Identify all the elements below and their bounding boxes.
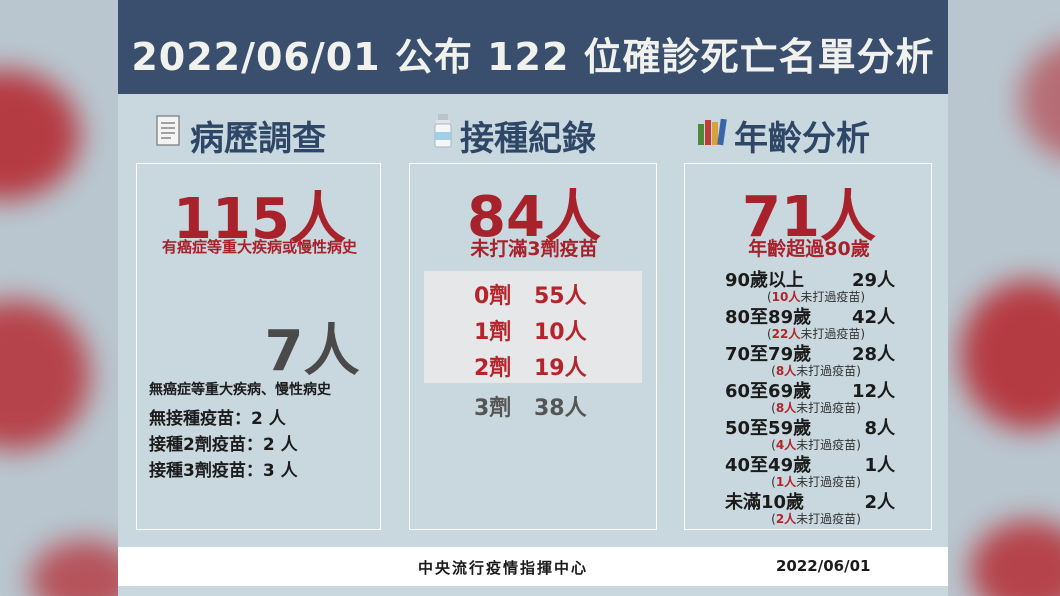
panel-history: 115人 有癌症等重大疾病或慢性病史 7人 無癌症等重大疾病、慢性病史 無接種疫…	[136, 163, 381, 530]
unvaccinated-highlight	[424, 271, 642, 383]
dose-1-count: 10人	[534, 320, 587, 345]
page-title: 2022/06/01 公布 122 位確診死亡名單分析	[131, 35, 935, 79]
age-group-label: 50至59歲	[725, 418, 812, 439]
age-group-row: 40至49歲 1人	[725, 451, 895, 477]
history-second-count: 7人	[264, 319, 360, 384]
document-icon	[154, 114, 184, 157]
age-group-row: 未滿10歲 2人	[725, 488, 895, 514]
age-main-desc: 年齡超過80歲	[748, 238, 870, 260]
footer-bar: 中央流行疫情指揮中心 2022/06/01	[118, 547, 948, 586]
age-main-count: 71人	[742, 185, 876, 250]
section-title-history-label: 病歷調查	[190, 118, 326, 159]
age-group-row: 60至69歲 12人	[725, 377, 895, 403]
history-line-two-doses: 接種2劑疫苗：2 人	[149, 435, 298, 455]
age-group-count: 28人	[851, 344, 895, 365]
age-group-label: 60至69歲	[725, 381, 812, 402]
dose-3-label: 3劑	[474, 396, 512, 421]
age-group-row: 80至89歲 42人	[725, 303, 895, 329]
books-icon	[696, 115, 728, 156]
dose-0-label: 0劑	[474, 284, 512, 309]
history-second-desc: 無癌症等重大疾病、慢性病史	[149, 382, 331, 398]
history-main-desc: 有癌症等重大疾病或慢性病史	[161, 238, 357, 256]
history-line-three-doses: 接種3劑疫苗：3 人	[149, 461, 298, 481]
age-group-note: (8人未打過疫苗)	[771, 364, 861, 378]
age-group-count: 29人	[851, 270, 895, 291]
section-title-vaccination: 接種紀錄	[432, 112, 596, 159]
vaccination-main-desc: 未打滿3劑疫苗	[470, 238, 598, 260]
history-line-no-vaccine: 無接種疫苗：2 人	[149, 409, 286, 429]
header-banner: 2022/06/01 公布 122 位確診死亡名單分析	[118, 0, 948, 94]
section-title-history: 病歷調查	[154, 112, 326, 159]
age-group-count: 2人	[864, 492, 895, 513]
age-group-count: 12人	[851, 381, 895, 402]
section-title-age: 年齡分析	[696, 112, 870, 159]
age-group-note: (2人未打過疫苗)	[771, 512, 861, 526]
vaccination-main-count: 84人	[467, 185, 601, 250]
age-group-label: 90歲以上	[725, 270, 805, 291]
blurred-background-right	[948, 0, 1060, 596]
age-group-label: 未滿10歲	[725, 492, 805, 513]
bottom-strip	[118, 586, 948, 596]
age-group-note: (8人未打過疫苗)	[771, 401, 861, 415]
age-group-label: 70至79歲	[725, 344, 812, 365]
section-title-vaccination-label: 接種紀錄	[460, 118, 596, 159]
age-group-label: 40至49歲	[725, 455, 812, 476]
panel-age: 71人 年齡超過80歲 90歲以上 29人 (10人未打過疫苗) 80至89歲 …	[684, 163, 932, 530]
dose-0-count: 55人	[534, 284, 587, 309]
age-group-note: (22人未打過疫苗)	[766, 327, 866, 341]
infographic-poster: 2022/06/01 公布 122 位確診死亡名單分析 病歷調查 接種紀錄	[118, 0, 948, 596]
history-main-count: 115人	[173, 187, 346, 252]
blurred-background-left	[0, 0, 118, 596]
dose-1-label: 1劑	[474, 320, 512, 345]
section-title-age-label: 年齡分析	[734, 118, 870, 159]
age-group-note: (4人未打過疫苗)	[771, 438, 861, 452]
age-group-count: 1人	[864, 455, 895, 476]
age-group-row: 90歲以上 29人	[725, 266, 895, 292]
dose-2-count: 19人	[534, 356, 587, 381]
panel-vaccination: 84人 未打滿3劑疫苗 0劑 55人 1劑 10人 2劑 19人 3劑 38人	[409, 163, 657, 530]
age-group-label: 80至89歲	[725, 307, 812, 328]
age-group-note: (1人未打過疫苗)	[771, 475, 861, 489]
footer-date: 2022/06/01	[776, 557, 871, 575]
dose-3-count: 38人	[534, 396, 587, 421]
vaccine-vial-icon	[432, 113, 454, 158]
age-group-count: 42人	[851, 307, 895, 328]
age-group-row: 70至79歲 28人	[725, 340, 895, 366]
age-group-row: 50至59歲 8人	[725, 414, 895, 440]
age-group-count: 8人	[864, 418, 895, 439]
age-group-note: (10人未打過疫苗)	[766, 290, 866, 304]
dose-2-label: 2劑	[474, 356, 512, 381]
footer-organization: 中央流行疫情指揮中心	[418, 559, 589, 577]
